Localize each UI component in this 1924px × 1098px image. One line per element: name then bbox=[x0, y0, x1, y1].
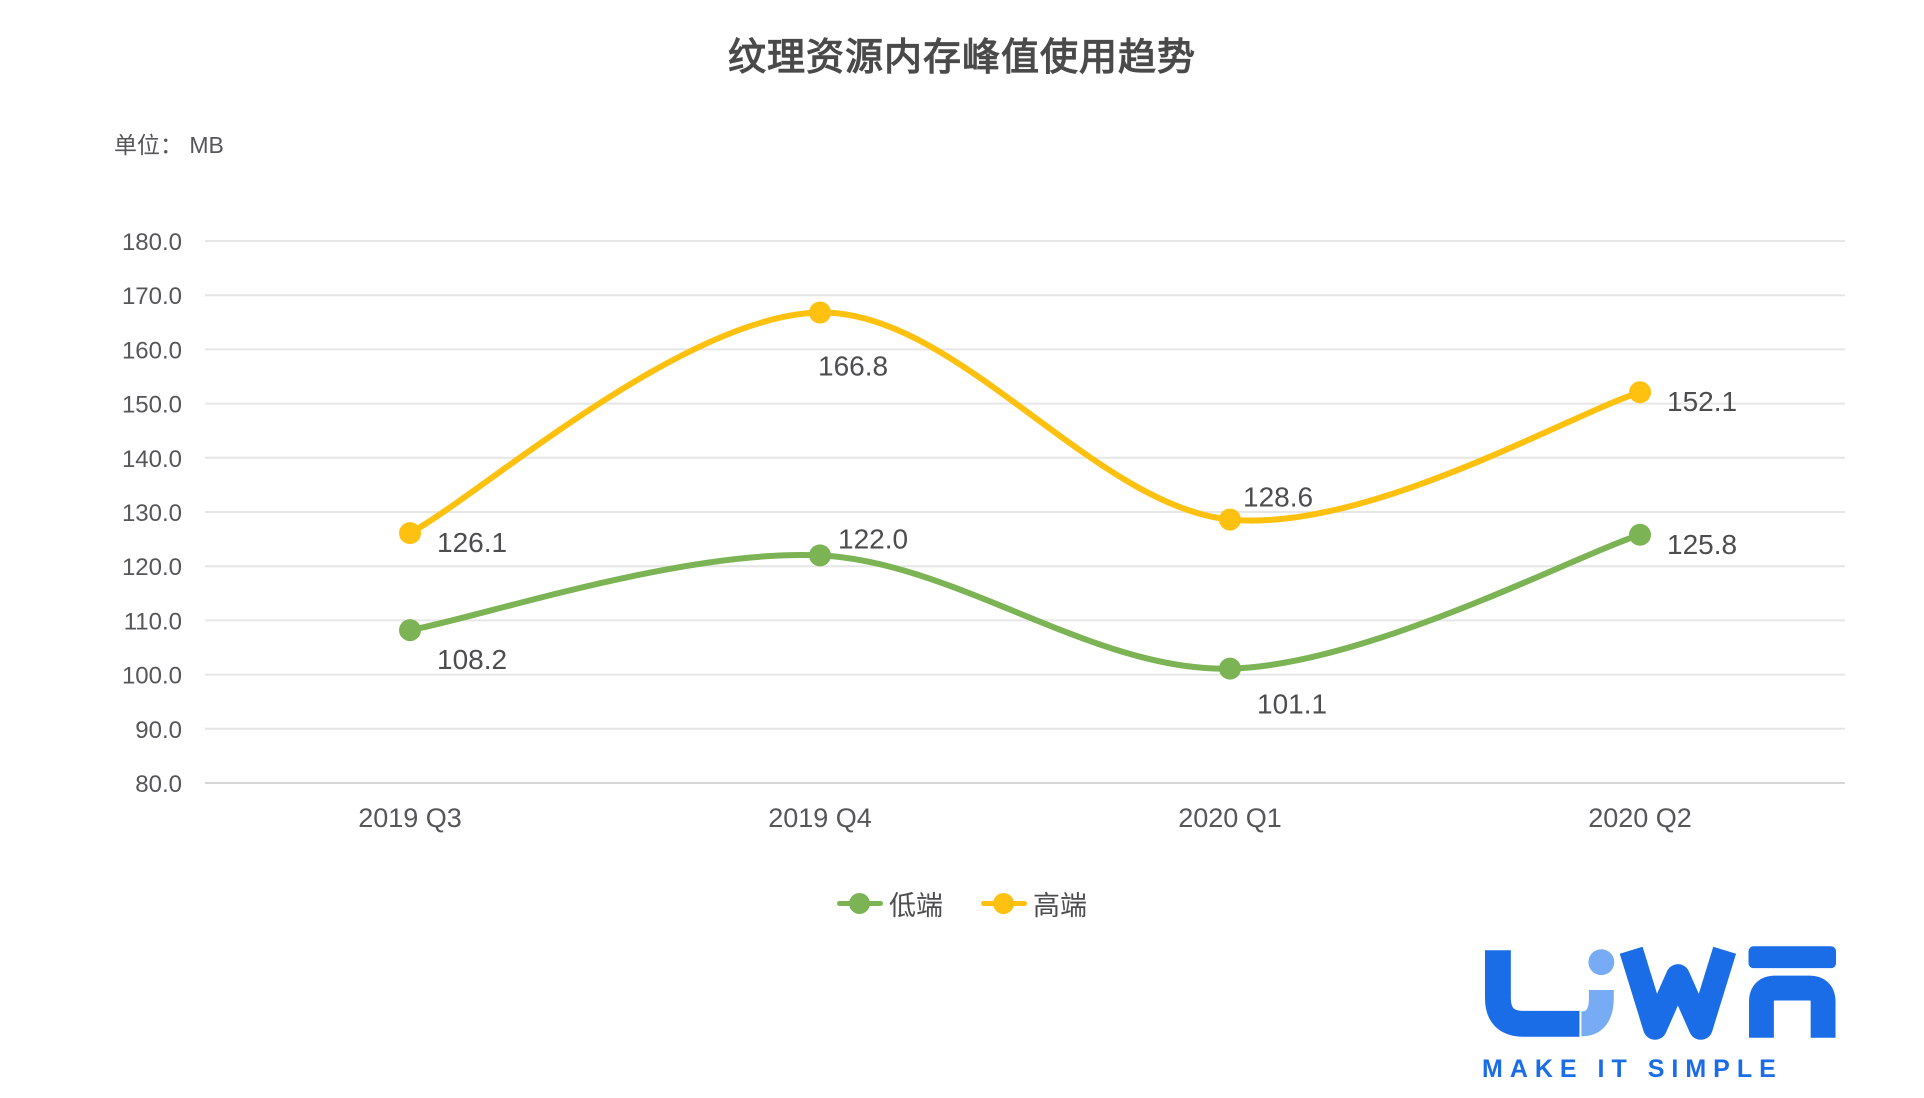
high-end-line-dot-icon bbox=[981, 893, 1027, 914]
data-point bbox=[809, 301, 831, 324]
x-axis-category-label: 2020 Q2 bbox=[1588, 803, 1692, 833]
x-axis-category-label: 2019 Q4 bbox=[768, 803, 872, 833]
y-axis-tick-label: 180.0 bbox=[122, 229, 182, 256]
data-point bbox=[1629, 381, 1651, 404]
data-label: 152.1 bbox=[1667, 386, 1737, 417]
trend-chart: 80.0 90.0 100.0 110.0 120.0 130.0 140.0 150.0 16… bbox=[122, 229, 1845, 833]
data-point bbox=[399, 619, 421, 642]
series-line-1 bbox=[407, 309, 1643, 537]
data-point bbox=[399, 522, 421, 545]
data-label: 128.6 bbox=[1243, 482, 1313, 513]
low-end-line-dot-icon bbox=[837, 893, 883, 914]
y-axis-tick-label: 80.0 bbox=[135, 771, 182, 798]
liwa-wordmark-icon bbox=[1484, 946, 1837, 1040]
y-axis-tick-label: 110.0 bbox=[124, 608, 182, 635]
legend-label-high-end: 高端 bbox=[1033, 891, 1087, 921]
series-line-0 bbox=[407, 531, 1643, 672]
x-axis-category-label: 2020 Q1 bbox=[1178, 803, 1282, 833]
y-axis-tick-label: 160.0 bbox=[122, 337, 182, 364]
y-axis-tick-label: 90.0 bbox=[135, 717, 182, 744]
data-point bbox=[1629, 523, 1651, 546]
data-label: 122.0 bbox=[838, 523, 908, 554]
x-axis-category-label: 2019 Q3 bbox=[358, 803, 462, 833]
data-point bbox=[1219, 657, 1241, 680]
data-label: 125.8 bbox=[1667, 529, 1737, 560]
liwa-logo: MAKE IT SIMPLE bbox=[1482, 946, 1840, 1084]
logo-tagline: MAKE IT SIMPLE bbox=[1482, 1055, 1783, 1083]
y-axis-tick-label: 140.0 bbox=[122, 446, 182, 473]
y-axis-tick-label: 150.0 bbox=[122, 392, 182, 419]
data-label: 101.1 bbox=[1257, 689, 1327, 720]
data-point bbox=[809, 544, 831, 567]
y-axis-tick-label: 130.0 bbox=[122, 500, 182, 527]
unit-label: 单位： MB bbox=[114, 132, 224, 158]
legend-item-high-end[interactable]: 高端 bbox=[981, 884, 1087, 923]
y-axis-tick-label: 120.0 bbox=[122, 554, 182, 581]
chart-legend: 低端 高端 bbox=[0, 884, 1924, 923]
data-label: 126.1 bbox=[437, 527, 507, 558]
legend-label-low-end: 低端 bbox=[889, 891, 943, 921]
y-axis-tick-label: 170.0 bbox=[122, 283, 182, 310]
data-point bbox=[1219, 508, 1241, 531]
data-label: 166.8 bbox=[818, 351, 888, 382]
chart-title: 纹理资源内存峰值使用趋势 bbox=[727, 37, 1196, 79]
legend-item-low-end[interactable]: 低端 bbox=[837, 884, 943, 923]
y-axis-tick-label: 100.0 bbox=[122, 663, 182, 690]
data-label: 108.2 bbox=[437, 644, 507, 675]
